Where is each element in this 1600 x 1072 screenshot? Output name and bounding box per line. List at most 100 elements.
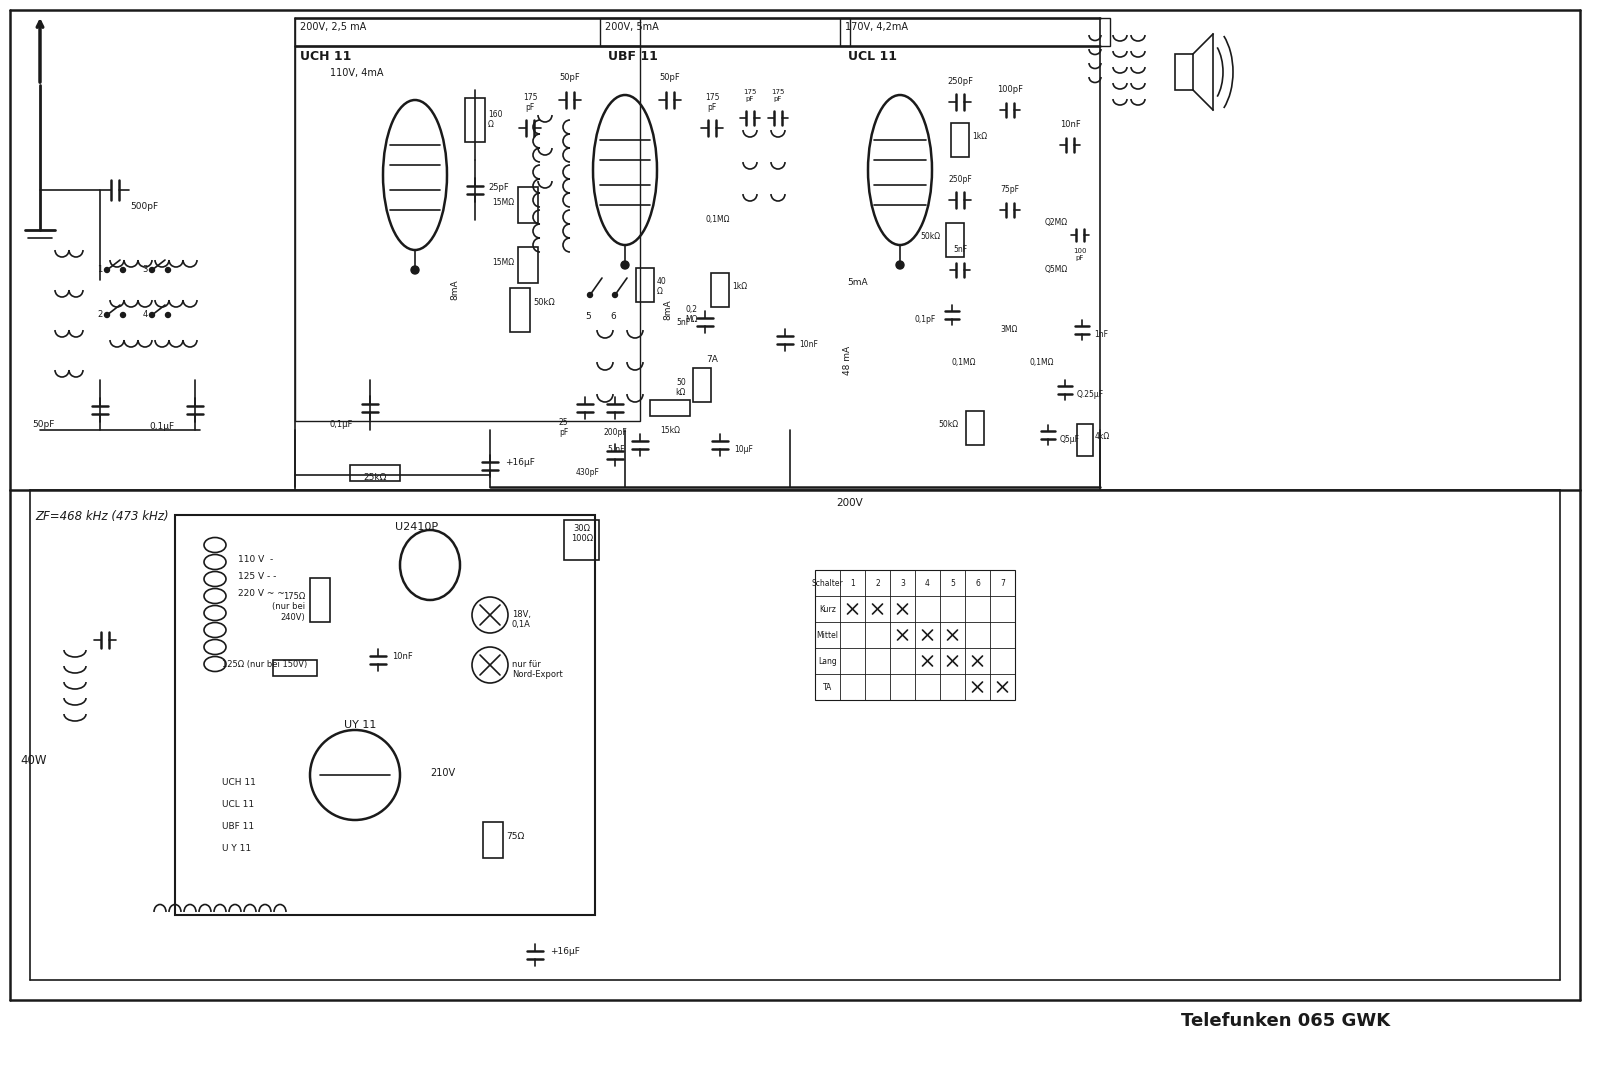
Circle shape bbox=[104, 268, 109, 272]
Text: 220 V ~ ~: 220 V ~ ~ bbox=[238, 589, 285, 598]
Bar bbox=[274, 660, 317, 676]
Circle shape bbox=[896, 260, 904, 269]
Text: 10nF: 10nF bbox=[392, 652, 413, 661]
Text: 50
kΩ: 50 kΩ bbox=[675, 378, 686, 398]
Text: 0,1µF: 0,1µF bbox=[150, 422, 174, 431]
Text: 0,1MΩ: 0,1MΩ bbox=[706, 215, 730, 224]
Text: 1kΩ: 1kΩ bbox=[733, 282, 747, 291]
Text: UCL 11: UCL 11 bbox=[222, 800, 254, 809]
Text: 25pF: 25pF bbox=[488, 183, 509, 193]
Text: UBF 11: UBF 11 bbox=[608, 50, 658, 63]
Text: 210V: 210V bbox=[430, 768, 454, 778]
Circle shape bbox=[149, 268, 155, 272]
Text: 200pF: 200pF bbox=[603, 428, 627, 437]
Text: 175
pF: 175 pF bbox=[744, 89, 757, 102]
Text: 2: 2 bbox=[875, 579, 880, 587]
Bar bbox=[518, 187, 538, 223]
Bar bbox=[950, 123, 970, 157]
Text: 110 V  -: 110 V - bbox=[238, 555, 274, 564]
Text: 25
pF: 25 pF bbox=[558, 418, 568, 437]
Text: 7A: 7A bbox=[706, 355, 718, 364]
Text: 0,1pF: 0,1pF bbox=[915, 315, 936, 324]
Text: 75pF: 75pF bbox=[1000, 185, 1019, 194]
Bar bbox=[1174, 54, 1194, 90]
Text: 5: 5 bbox=[950, 579, 955, 587]
Text: 175
pF: 175 pF bbox=[523, 92, 538, 111]
Text: 5: 5 bbox=[586, 312, 590, 321]
Text: 10µF: 10µF bbox=[734, 445, 754, 455]
Bar bbox=[310, 578, 330, 622]
Text: 4kΩ: 4kΩ bbox=[1094, 432, 1110, 441]
Text: 0,1MΩ: 0,1MΩ bbox=[1030, 358, 1054, 367]
Text: nur für
Nord-Export: nur für Nord-Export bbox=[512, 660, 563, 680]
Text: 125Ω (nur bei 150V): 125Ω (nur bei 150V) bbox=[222, 660, 307, 669]
Text: 8mA: 8mA bbox=[664, 300, 672, 321]
Text: Telefunken 065 GWK: Telefunken 065 GWK bbox=[1181, 1012, 1390, 1030]
Text: 5mA: 5mA bbox=[848, 278, 867, 287]
Circle shape bbox=[165, 268, 171, 272]
Bar bbox=[563, 520, 598, 560]
Circle shape bbox=[120, 268, 125, 272]
Text: 7: 7 bbox=[1000, 579, 1005, 587]
Text: 1kΩ: 1kΩ bbox=[973, 132, 987, 142]
Text: Q2MΩ: Q2MΩ bbox=[1045, 218, 1069, 227]
Text: 160
Ω: 160 Ω bbox=[488, 110, 502, 130]
Text: Lang: Lang bbox=[818, 656, 837, 666]
Text: U Y 11: U Y 11 bbox=[222, 844, 251, 853]
Text: 110V, 4mA: 110V, 4mA bbox=[330, 68, 384, 78]
Text: UCL 11: UCL 11 bbox=[848, 50, 898, 63]
Bar bbox=[518, 247, 538, 283]
Text: 1: 1 bbox=[850, 579, 854, 587]
Text: Kurz: Kurz bbox=[819, 605, 835, 613]
Text: 125 V - -: 125 V - - bbox=[238, 572, 277, 581]
Text: Mittel: Mittel bbox=[816, 630, 838, 640]
Text: 1: 1 bbox=[98, 265, 102, 274]
Text: 200V, 2,5 mA: 200V, 2,5 mA bbox=[301, 23, 366, 32]
Text: 250pF: 250pF bbox=[949, 175, 971, 184]
Text: 8mA: 8mA bbox=[451, 280, 459, 300]
Text: 4: 4 bbox=[142, 310, 147, 319]
Text: Q.25µF: Q.25µF bbox=[1077, 390, 1104, 399]
Text: 15MΩ: 15MΩ bbox=[491, 258, 514, 267]
Circle shape bbox=[411, 266, 419, 274]
Text: 4: 4 bbox=[925, 579, 930, 587]
Text: 175
pF: 175 pF bbox=[704, 92, 720, 111]
Text: UY 11: UY 11 bbox=[344, 720, 376, 730]
Bar bbox=[294, 18, 640, 46]
Bar bbox=[814, 570, 1014, 700]
Text: 75Ω: 75Ω bbox=[506, 832, 525, 842]
Bar bbox=[966, 411, 984, 445]
Text: 50pF: 50pF bbox=[560, 73, 581, 81]
Text: 50kΩ: 50kΩ bbox=[920, 232, 941, 241]
Text: ZF=468 kHz (473 kHz): ZF=468 kHz (473 kHz) bbox=[35, 510, 168, 523]
Text: U2410P: U2410P bbox=[395, 522, 438, 532]
Bar bbox=[466, 98, 485, 142]
Text: 0,2
MΩ: 0,2 MΩ bbox=[685, 306, 698, 325]
Bar bbox=[650, 400, 690, 416]
Text: 200V: 200V bbox=[837, 498, 864, 508]
Bar bbox=[693, 368, 710, 402]
Bar bbox=[946, 223, 963, 257]
Text: 40
Ω: 40 Ω bbox=[658, 277, 667, 296]
Circle shape bbox=[613, 293, 618, 298]
Text: 5nF: 5nF bbox=[954, 245, 966, 254]
Bar bbox=[510, 288, 530, 332]
Text: 2: 2 bbox=[98, 310, 102, 319]
Text: 500pF: 500pF bbox=[130, 202, 158, 211]
Text: 50kΩ: 50kΩ bbox=[533, 298, 555, 307]
Text: 6: 6 bbox=[610, 312, 616, 321]
Text: 1nF: 1nF bbox=[1094, 330, 1107, 339]
Bar bbox=[174, 515, 595, 915]
Text: Q5MΩ: Q5MΩ bbox=[1045, 265, 1069, 274]
Circle shape bbox=[149, 313, 155, 317]
Text: 50pF: 50pF bbox=[32, 420, 54, 429]
Text: UBF 11: UBF 11 bbox=[222, 822, 254, 831]
Bar bbox=[600, 18, 850, 46]
Bar bbox=[637, 268, 654, 302]
Text: 3MΩ: 3MΩ bbox=[1000, 325, 1018, 334]
Text: 10nF: 10nF bbox=[1059, 120, 1080, 129]
Text: 0,1MΩ: 0,1MΩ bbox=[952, 358, 976, 367]
Text: +16µF: +16µF bbox=[550, 947, 579, 956]
Circle shape bbox=[587, 293, 592, 298]
Circle shape bbox=[104, 313, 109, 317]
